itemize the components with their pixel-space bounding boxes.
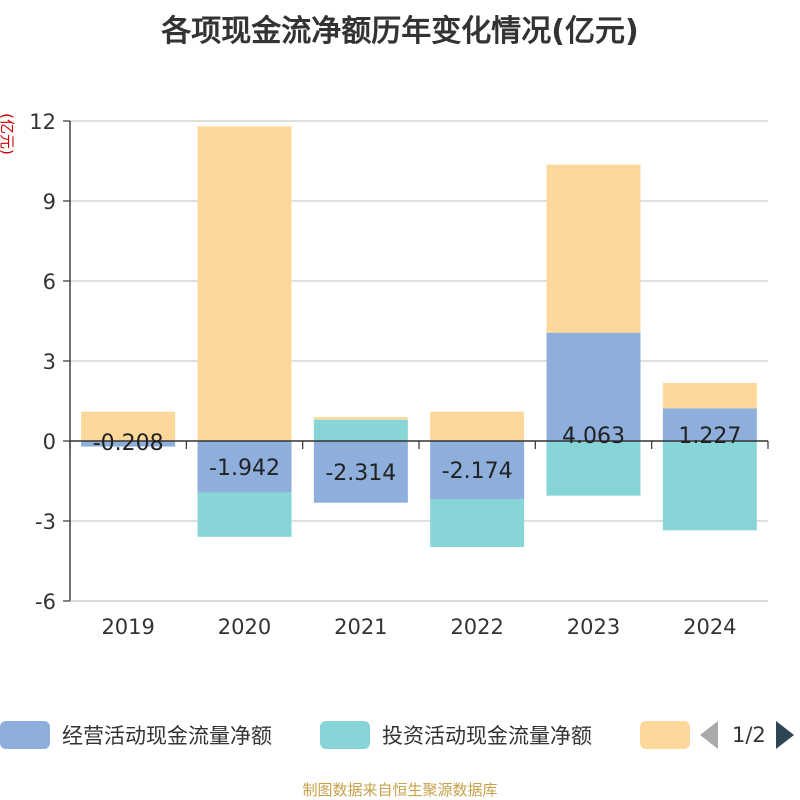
x-tick-label-2020: 2020 (218, 615, 271, 639)
legend-item-financing[interactable] (640, 718, 690, 752)
bar-2020-series-1[interactable] (197, 492, 292, 537)
x-tick-label-2019: 2019 (101, 615, 154, 639)
bar-2019-series-2[interactable] (81, 411, 176, 441)
legend-label-investing: 投资活动现金流量净额 (382, 724, 592, 748)
x-tick-label-2022: 2022 (450, 615, 503, 639)
bar-2023-series-1[interactable] (546, 441, 641, 496)
data-source-note: 制图数据来自恒生聚源数据库 (302, 781, 498, 799)
legend-label-operating: 经营活动现金流量净额 (62, 724, 272, 748)
bar-2022-series-1[interactable] (430, 498, 525, 547)
chevron-left-icon[interactable] (700, 721, 718, 749)
data-label-2020: -1.942 (209, 456, 280, 481)
legend-swatch-financing (640, 721, 690, 749)
bar-2020-series-0[interactable] (197, 441, 292, 493)
x-tick-label-2023: 2023 (567, 615, 620, 639)
y-tick-label: -6 (35, 590, 56, 614)
y-tick-label: -3 (35, 510, 56, 534)
axes: -6 -3 0 3 6 9 12 2019 2020 2021 2022 2023 2024 (29, 110, 769, 639)
x-tick-label-2021: 2021 (334, 615, 387, 639)
data-labels: -0.208 -1.942 -2.314 -2.174 4.063 1.227 (93, 424, 742, 486)
legend-item-operating[interactable]: 经营活动现金流量净额 (0, 718, 272, 752)
bar-2024-series-0[interactable] (662, 408, 757, 441)
legend: 经营活动现金流量净额 投资活动现金流量净额 (0, 718, 800, 752)
bar-2019-series-0[interactable] (81, 441, 176, 447)
data-label-2023: 4.063 (562, 424, 625, 449)
bar-2024-series-1[interactable] (662, 441, 757, 531)
bar-2021-series-2[interactable] (313, 417, 408, 420)
bar-2022-series-0[interactable] (430, 441, 525, 499)
legend-swatch-investing (320, 721, 370, 749)
bar-2021-series-1[interactable] (313, 419, 408, 441)
y-tick-label: 12 (29, 110, 56, 134)
bar-2023-series-0[interactable] (546, 332, 641, 441)
bar-2023-series-2[interactable] (546, 164, 641, 333)
y-tick-label: 3 (43, 350, 56, 374)
y-tick-label: 6 (43, 270, 56, 294)
legend-swatch-operating (0, 721, 50, 749)
chevron-right-icon[interactable] (775, 721, 794, 749)
data-label-2024: 1.227 (678, 424, 741, 449)
x-tick-label-2024: 2024 (683, 615, 736, 639)
bar-2021-series-0[interactable] (313, 441, 408, 503)
data-label-2021: -2.314 (325, 461, 396, 486)
legend-pager: 1/2 (700, 718, 794, 752)
legend-item-investing[interactable]: 投资活动现金流量净额 (320, 718, 592, 752)
bar-2024-series-2[interactable] (662, 382, 757, 409)
data-label-2019: -0.208 (93, 431, 164, 456)
bars (81, 126, 757, 547)
y-tick-label: 9 (43, 190, 56, 214)
legend-page-indicator: 1/2 (732, 723, 766, 747)
chart-title: 各项现金流净额历年变化情况(亿元) (161, 14, 639, 49)
y-tick-label: 0 (43, 430, 56, 454)
data-label-2022: -2.174 (442, 459, 513, 484)
bar-2020-series-2[interactable] (197, 126, 292, 441)
bar-2022-series-2[interactable] (430, 411, 525, 441)
